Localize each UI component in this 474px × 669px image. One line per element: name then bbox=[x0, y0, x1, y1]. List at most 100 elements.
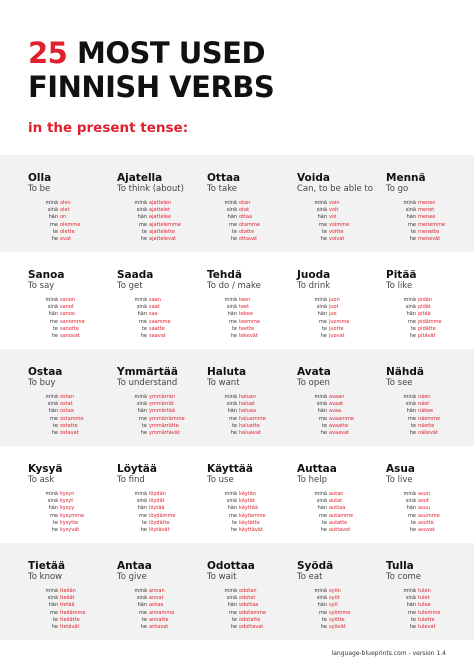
verb-name: Löytää bbox=[117, 463, 157, 475]
pronoun: sinä bbox=[316, 304, 327, 311]
verb-name: Ymmärtää bbox=[117, 366, 178, 378]
verb-form: otatte bbox=[239, 228, 255, 235]
pronoun: sinä bbox=[47, 498, 58, 505]
verb-form: ajattelet bbox=[149, 207, 170, 214]
verb-form: käytät bbox=[239, 498, 255, 505]
verb-meaning: To see bbox=[386, 378, 413, 388]
verb-name: Avata bbox=[297, 366, 331, 378]
verb-meaning: To wait bbox=[207, 572, 237, 582]
verb-name: Voida bbox=[297, 172, 330, 184]
pronoun: he bbox=[230, 430, 237, 436]
verb-form: antavat bbox=[149, 624, 169, 630]
verb-meaning: To go bbox=[386, 184, 409, 194]
verb-form: löytävät bbox=[149, 527, 170, 533]
pronoun: me bbox=[139, 221, 147, 228]
pronoun: me bbox=[229, 609, 237, 616]
pronoun: me bbox=[50, 318, 58, 325]
pronoun: minä bbox=[314, 394, 328, 400]
pronoun: me bbox=[139, 609, 147, 616]
verb-form: kysymme bbox=[60, 512, 85, 519]
verb-form: autamme bbox=[329, 512, 354, 519]
pronoun: hän bbox=[137, 408, 147, 415]
pronoun: he bbox=[51, 333, 58, 339]
verb-form: tiedämme bbox=[60, 609, 86, 616]
pronoun: minä bbox=[224, 394, 238, 400]
pronoun: hän bbox=[406, 214, 416, 221]
pronoun: hän bbox=[48, 214, 58, 221]
pronoun: hän bbox=[227, 602, 237, 609]
pronoun: sinä bbox=[136, 207, 147, 214]
verb-form: ostavat bbox=[60, 430, 79, 436]
verb-meaning: To want bbox=[207, 378, 240, 388]
verb-form: voin bbox=[329, 200, 340, 206]
pronoun: sinä bbox=[136, 498, 147, 505]
pronoun: hän bbox=[137, 505, 147, 512]
verb-name: Haluta bbox=[207, 366, 247, 378]
verb-form: näette bbox=[418, 422, 435, 429]
pronoun: te bbox=[410, 422, 416, 429]
pronoun: minä bbox=[134, 297, 148, 303]
pronoun: te bbox=[410, 519, 416, 526]
verb-form: odottavat bbox=[239, 624, 264, 630]
subtitle: in the present tense: bbox=[28, 120, 189, 136]
verb-name: Mennä bbox=[386, 172, 426, 184]
pronoun: me bbox=[319, 318, 327, 325]
verb-form: kysyn bbox=[60, 491, 75, 497]
pronoun: sinä bbox=[47, 207, 58, 214]
verb-form: haluaa bbox=[239, 408, 256, 415]
pronoun: he bbox=[51, 624, 58, 630]
pronoun: minä bbox=[134, 491, 148, 497]
verb-meaning: To like bbox=[386, 281, 413, 291]
pronoun: he bbox=[409, 236, 416, 242]
verb-form: tietävät bbox=[60, 624, 80, 630]
verb-name: Pitää bbox=[386, 269, 417, 281]
verb-form: odotat bbox=[239, 595, 256, 602]
pronoun: minä bbox=[224, 588, 238, 594]
pronoun: te bbox=[321, 616, 327, 623]
pronoun: minä bbox=[224, 491, 238, 497]
verb-form: otan bbox=[239, 200, 251, 206]
verb-form: asuu bbox=[418, 505, 431, 512]
pronoun: sinä bbox=[405, 498, 416, 505]
pronoun: hän bbox=[406, 505, 416, 512]
verb-form: käytämme bbox=[239, 512, 266, 519]
pronoun: sinä bbox=[226, 595, 237, 602]
pronoun: hän bbox=[317, 602, 327, 609]
pronoun: he bbox=[140, 430, 147, 436]
verb-form: näkevät bbox=[418, 430, 439, 436]
verb-form: ostaa bbox=[60, 408, 74, 415]
pronoun: te bbox=[52, 519, 58, 526]
pronoun: hän bbox=[406, 408, 416, 415]
verb-form: ajattelee bbox=[149, 214, 172, 221]
pronoun: hän bbox=[48, 311, 58, 318]
verb-form: tiedät bbox=[60, 595, 75, 602]
verb-form: saan bbox=[149, 297, 161, 303]
verb-form: asuvat bbox=[418, 527, 435, 533]
verb-form: antaa bbox=[149, 602, 164, 609]
verb-form: auttavat bbox=[329, 527, 351, 533]
verb-form: asut bbox=[418, 498, 429, 505]
pronoun: sinä bbox=[226, 401, 237, 408]
verb-form: syö bbox=[329, 602, 338, 609]
verb-meaning: To help bbox=[297, 475, 328, 485]
verb-form: ymmärrän bbox=[149, 394, 176, 400]
pronoun: he bbox=[230, 236, 237, 242]
verb-form: ymmärtävät bbox=[149, 430, 180, 436]
pronoun: hän bbox=[137, 602, 147, 609]
verb-name: Ostaa bbox=[28, 366, 63, 378]
verb-meaning: To come bbox=[386, 572, 422, 582]
pronoun: hän bbox=[48, 505, 58, 512]
verb-form: löydämme bbox=[149, 512, 176, 519]
verb-form: saat bbox=[149, 304, 160, 311]
verb-form: voitte bbox=[329, 228, 344, 235]
verb-form: ostamme bbox=[60, 415, 84, 422]
verb-form: näet bbox=[418, 401, 430, 408]
pronoun: he bbox=[320, 430, 327, 436]
verb-name: Antaa bbox=[117, 560, 152, 572]
pronoun: minä bbox=[45, 491, 59, 497]
verb-form: pidämme bbox=[418, 318, 442, 325]
verb-form: odotan bbox=[239, 588, 257, 594]
verb-form: ajattelette bbox=[149, 228, 175, 235]
verb-form: juotte bbox=[329, 325, 344, 332]
verb-form: menemme bbox=[418, 221, 446, 228]
